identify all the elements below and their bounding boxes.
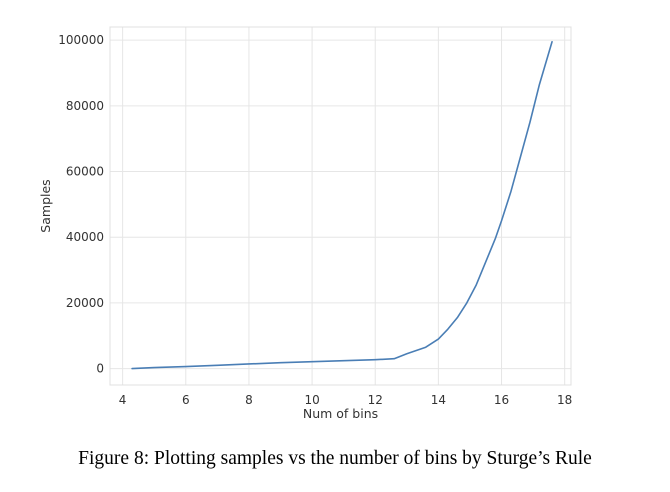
x-tick-label: 16	[494, 393, 509, 407]
x-tick-label: 14	[431, 393, 446, 407]
series-layer	[131, 40, 553, 370]
y-tick-label: 60000	[66, 165, 104, 179]
line-chart: 4 6 8 10 12 14 16 18 0 20000 40000 60000 80000 100000…	[0, 0, 670, 440]
x-tick-label: 10	[304, 393, 319, 407]
y-tick-label: 40000	[66, 230, 104, 244]
x-tick-label: 8	[245, 393, 253, 407]
x-tick-label: 4	[119, 393, 127, 407]
grid-lines	[110, 27, 571, 385]
tick-labels: 4 6 8 10 12 14 16 18 0 20000 40000 60000 80000 100000	[58, 33, 572, 407]
chart-background	[0, 0, 670, 440]
y-tick-label: 20000	[66, 296, 104, 310]
figure-caption: Figure 8: Plotting samples vs the number…	[78, 448, 592, 469]
y-axis-label: Samples	[38, 179, 53, 232]
x-tick-label: 6	[182, 393, 190, 407]
x-tick-label: 18	[557, 393, 572, 407]
series-line	[131, 40, 553, 370]
plot-frame	[109, 26, 572, 386]
y-tick-label: 80000	[66, 99, 104, 113]
x-tick-label: 12	[368, 393, 383, 407]
x-axis-label: Num of bins	[303, 406, 378, 421]
y-tick-label: 0	[96, 362, 104, 376]
y-tick-label: 100000	[58, 33, 104, 47]
